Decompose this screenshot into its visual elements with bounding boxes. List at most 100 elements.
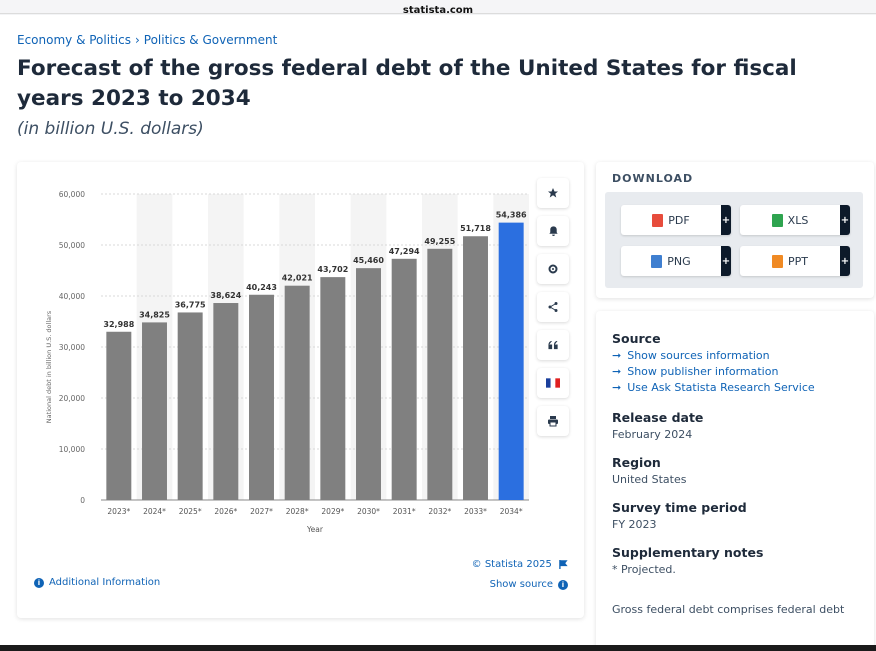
bar — [463, 236, 488, 500]
plus-icon[interactable]: + — [840, 205, 850, 235]
y-tick-label: 40,000 — [59, 292, 85, 301]
show-publisher-link[interactable]: ➞ Show publisher information — [612, 365, 815, 378]
bar — [249, 294, 274, 500]
bell-icon — [548, 226, 558, 237]
additional-information-link[interactable]: i Additional Information — [34, 577, 160, 588]
share-button[interactable] — [537, 292, 569, 322]
download-ppt-button[interactable]: PPT + — [740, 246, 850, 276]
flag-icon — [546, 378, 560, 388]
x-tick-label: 2027* — [250, 507, 273, 516]
breadcrumb-economy-politics[interactable]: Economy & Politics — [17, 33, 131, 47]
bar — [320, 277, 346, 500]
plus-icon[interactable]: + — [721, 205, 731, 235]
breadcrumb-separator: › — [134, 33, 140, 47]
y-tick-label: 50,000 — [59, 241, 85, 250]
settings-button[interactable] — [537, 254, 569, 284]
xls-label: XLS — [787, 213, 809, 227]
info-card: Source ➞ Show sources information ➞ Show p… — [596, 311, 874, 651]
show-source-label: Show source — [489, 579, 553, 590]
x-tick-label: 2024* — [143, 507, 166, 516]
chart-card: 0 10,000 20,000 30,000 40,000 50,000 60,000 32,… — [17, 162, 584, 618]
share-icon — [548, 302, 558, 312]
y-axis-label: National debt in billion U.S. dollars — [45, 310, 53, 423]
x-axis-label: Year — [306, 525, 324, 534]
favorite-button[interactable] — [537, 178, 569, 208]
x-tick-label: 2032* — [428, 507, 451, 516]
notes-text: Gross federal debt comprises federal deb… — [612, 603, 845, 616]
breadcrumb-politics-government[interactable]: Politics & Government — [143, 33, 278, 47]
y-tick-label: 60,000 — [59, 190, 85, 199]
notes-text-section: Gross federal debt comprises federal deb… — [612, 600, 844, 616]
pdf-label: PDF — [668, 213, 690, 227]
x-tick-label: 2031* — [393, 507, 416, 516]
data-label: 45,460 — [353, 256, 384, 265]
region-value: United States — [612, 473, 687, 486]
x-tick-label: 2025* — [179, 507, 202, 516]
notification-button[interactable] — [537, 216, 569, 246]
region-section: Region United States — [612, 455, 687, 486]
link-label: Show sources information — [627, 349, 770, 362]
download-options: PDF + XLS + PNG + — [605, 192, 863, 288]
quote-icon — [547, 340, 558, 350]
breadcrumb: Economy & Politics › Politics & Government — [17, 33, 277, 47]
bar-chart: 0 10,000 20,000 30,000 40,000 50,000 60,000 32,… — [45, 190, 529, 534]
x-tick-label: 2023* — [107, 507, 130, 516]
cite-button[interactable] — [537, 330, 569, 360]
show-sources-link[interactable]: ➞ Show sources information — [612, 349, 815, 362]
notes-value: * Projected. — [612, 563, 676, 576]
bar — [213, 303, 239, 500]
bar — [498, 222, 524, 500]
source-title: Source — [612, 331, 661, 346]
bar — [427, 248, 453, 500]
browser-address-bar[interactable]: statista.com — [0, 0, 876, 16]
show-source-link[interactable]: Show source i — [490, 579, 568, 590]
download-xls-button[interactable]: XLS + — [740, 205, 850, 235]
bar — [177, 312, 203, 500]
ppt-label: PPT — [788, 254, 808, 268]
download-png-button[interactable]: PNG + — [621, 246, 731, 276]
page-title: Forecast of the gross federal debt of th… — [17, 56, 797, 111]
plus-icon[interactable]: + — [721, 246, 731, 276]
release-date-value: February 2024 — [612, 428, 693, 441]
language-button[interactable] — [537, 368, 569, 398]
info-icon: i — [558, 579, 568, 590]
arrow-right-icon: ➞ — [612, 381, 622, 394]
print-button[interactable] — [537, 406, 569, 436]
domain-label: statista.com — [402, 5, 474, 16]
download-card: DOWNLOAD PDF + XLS + PNG — [596, 162, 874, 298]
star-icon — [548, 188, 558, 198]
bar — [106, 331, 132, 500]
link-label: Show publisher information — [627, 365, 779, 378]
bar — [391, 258, 417, 500]
link-label: Use Ask Statista Research Service — [627, 381, 815, 394]
page-content: Economy & Politics › Politics & Government… — [0, 15, 876, 651]
x-tick-label: 2033* — [464, 507, 487, 516]
notes-section: Supplementary notes * Projected. — [612, 545, 763, 576]
bar — [142, 322, 167, 500]
chart-toolbar — [537, 178, 571, 444]
xls-file-icon — [771, 213, 783, 227]
print-icon — [548, 416, 558, 427]
plus-icon[interactable]: + — [840, 246, 850, 276]
page-subtitle: (in billion U.S. dollars) — [17, 119, 204, 139]
survey-period-section: Survey time period FY 2023 — [612, 500, 747, 531]
arrow-right-icon: ➞ — [612, 365, 622, 378]
release-date-title: Release date — [612, 410, 704, 425]
statista-credit-link[interactable]: © Statista 2025 — [472, 559, 568, 570]
png-label: PNG — [667, 254, 691, 268]
data-label: 36,775 — [175, 300, 206, 309]
download-pdf-button[interactable]: PDF + — [621, 205, 731, 235]
x-tick-label: 2034* — [500, 507, 523, 516]
source-section: Source ➞ Show sources information ➞ Show p… — [612, 331, 815, 394]
bottom-bar — [0, 645, 876, 651]
data-label: 43,702 — [317, 265, 348, 274]
flag-marker-icon — [559, 559, 568, 569]
x-tick-label: 2030* — [357, 507, 380, 516]
bar — [356, 268, 381, 500]
release-date-section: Release date February 2024 — [612, 410, 703, 441]
credit-text: © Statista 2025 — [471, 559, 552, 570]
ask-statista-link[interactable]: ➞ Use Ask Statista Research Service — [612, 381, 815, 394]
survey-period-title: Survey time period — [612, 500, 747, 515]
data-label: 49,255 — [424, 237, 455, 246]
notes-title: Supplementary notes — [612, 545, 764, 560]
